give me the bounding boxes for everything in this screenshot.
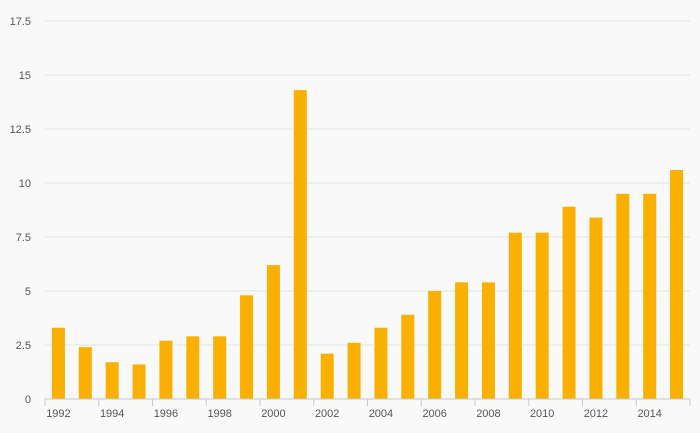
bar[interactable] [293,90,307,400]
x-tick-label: 1992 [46,408,70,420]
y-tick-label: 7.5 [16,232,31,244]
bar[interactable] [643,193,657,399]
bar[interactable] [401,314,415,399]
bar[interactable] [589,217,603,399]
x-axis-tick-labels: 1992 1994 1996 1998 2000 2002 2004 2006 2008 2010… [46,408,662,420]
bar[interactable] [347,342,361,399]
y-tick-label: 2.5 [16,340,31,352]
bars [51,90,684,400]
bar[interactable] [670,170,684,399]
x-tick-label: 1994 [100,408,124,420]
bar[interactable] [616,193,630,399]
y-tick-label: 15 [19,70,31,82]
bar[interactable] [428,291,442,399]
x-tick-label: 2012 [584,408,608,420]
gridlines [45,20,690,346]
x-tick-label: 2014 [637,408,661,420]
y-tick-label: 10 [19,178,31,190]
bar[interactable] [266,265,280,399]
y-tick-label: 5 [25,286,31,298]
bar[interactable] [455,282,469,399]
x-tick-label: 1998 [207,408,231,420]
x-tick-label: 2004 [369,408,393,420]
bar[interactable] [186,336,200,399]
bar[interactable] [51,327,65,399]
x-tick-label: 2002 [315,408,339,420]
bar[interactable] [320,353,334,399]
x-tick-label: 1996 [154,408,178,420]
x-tick-label: 2000 [261,408,285,420]
bar[interactable] [240,295,254,399]
x-tick-label: 2008 [476,408,500,420]
x-tick-label: 2010 [530,408,554,420]
y-axis-tick-labels: 0 2.5 5 7.5 10 12.5 15 17.5 [10,16,31,406]
bar[interactable] [159,340,173,399]
y-tick-label: 12.5 [10,124,31,136]
bar[interactable] [374,327,388,399]
bar[interactable] [105,362,119,399]
y-tick-label: 17.5 [10,16,31,28]
bar[interactable] [213,336,227,399]
bar[interactable] [562,206,576,399]
bar[interactable] [508,232,522,399]
x-tick-label: 2006 [422,408,446,420]
bar[interactable] [535,232,549,399]
bar[interactable] [481,282,495,399]
y-tick-label: 0 [25,394,31,406]
bar[interactable] [78,347,92,399]
bar[interactable] [132,364,146,399]
x-axis [44,398,691,406]
